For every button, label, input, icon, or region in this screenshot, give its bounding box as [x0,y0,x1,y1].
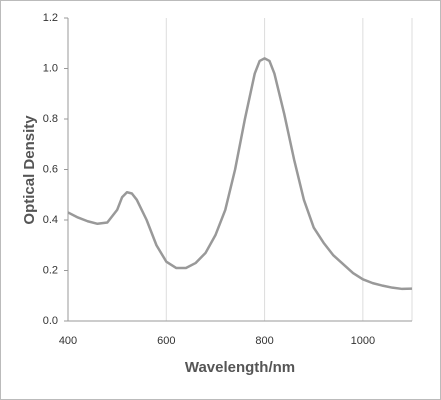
y-axis-title: Optical Density [21,115,38,225]
y-tick-label: 0.0 [43,315,58,327]
y-tick-label: 0.6 [43,163,58,175]
y-tick-label: 1.0 [43,62,58,74]
x-tick-label: 800 [255,335,273,347]
y-tick-label: 1.2 [43,12,58,24]
y-tick-label: 0.2 [43,264,58,276]
data-line [67,57,413,291]
y-tick-label: 0.4 [43,214,58,226]
x-tick-label: 1000 [351,335,375,347]
x-axis-title: Wavelength/nm [185,359,295,376]
y-tick-label: 0.8 [43,113,58,125]
x-tick-label: 600 [157,335,175,347]
x-tick-label: 400 [59,335,77,347]
